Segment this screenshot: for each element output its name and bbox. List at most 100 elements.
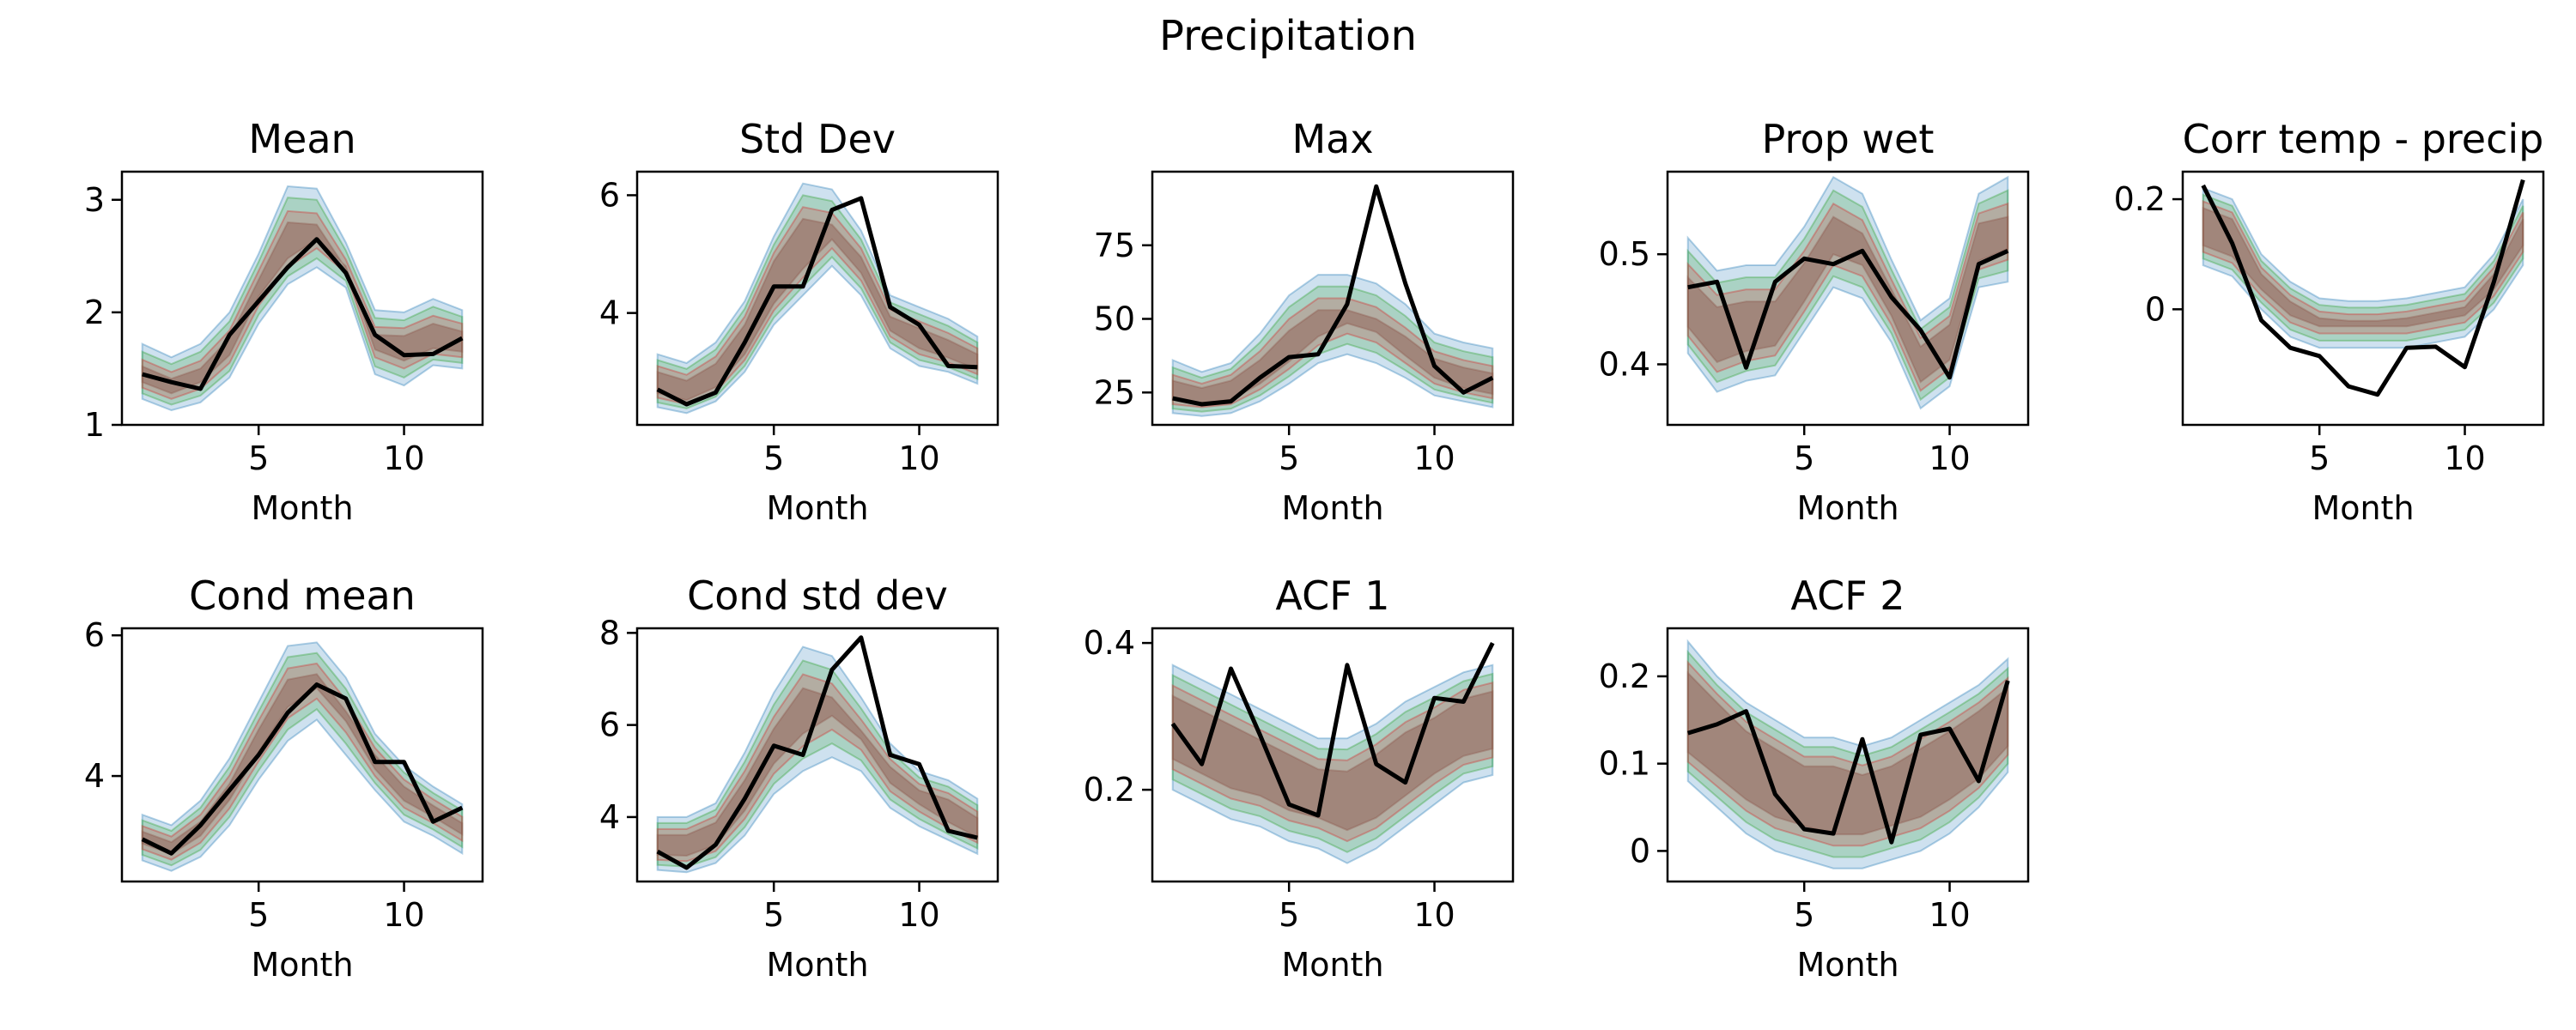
y-tick-label: 50 xyxy=(1094,300,1135,338)
y-tick-label: 6 xyxy=(84,616,105,654)
band-b80 xyxy=(1686,660,2009,847)
band-b80 xyxy=(141,662,464,861)
y-tick-label: 8 xyxy=(599,614,620,651)
axes-frame xyxy=(1151,627,1515,883)
band-b90 xyxy=(141,651,464,867)
x-axis-label: Month xyxy=(1281,946,1383,984)
y-tick-label: 75 xyxy=(1094,227,1135,264)
observed-line xyxy=(141,682,464,856)
y-tick-label: 1 xyxy=(84,406,105,444)
x-tick-label: 10 xyxy=(1929,439,1970,477)
x-tick-label: 5 xyxy=(248,896,269,934)
axes-frame xyxy=(635,170,999,427)
band-b80 xyxy=(1171,682,1494,843)
y-tick-label: 4 xyxy=(599,798,620,836)
figure-title: Precipitation xyxy=(1159,12,1417,60)
subplot-prop-wet: 5 10 0.4 0.5 Prop wet Month xyxy=(1599,116,2030,527)
observed-line xyxy=(656,196,978,407)
axes-frame xyxy=(120,170,484,427)
subplot-title: Cond mean xyxy=(189,573,416,619)
subplot-title: Std Dev xyxy=(739,116,896,162)
x-tick-label: 10 xyxy=(1929,896,1970,934)
observed-line xyxy=(2201,179,2525,397)
band-b50 xyxy=(1686,215,2009,384)
subplot-title: Corr temp - precip xyxy=(2183,116,2544,162)
subplot-cond-std-dev: 5 10 4 6 8 Cond std dev Month xyxy=(599,573,999,984)
axes-frame xyxy=(635,627,999,883)
x-tick-label: 10 xyxy=(383,439,424,477)
y-tick-label: 0.5 xyxy=(1599,235,1650,273)
x-tick-label: 5 xyxy=(248,439,269,477)
band-b90 xyxy=(656,659,979,868)
band-b80 xyxy=(1171,297,1494,409)
y-tick-label: 4 xyxy=(599,294,620,332)
band-b50 xyxy=(1171,309,1494,404)
x-axis-label: Month xyxy=(766,946,868,984)
subplot-title: Mean xyxy=(248,116,355,162)
x-tick-label: 5 xyxy=(2309,439,2330,477)
x-axis-label: Month xyxy=(251,489,353,527)
axes-frame xyxy=(1666,627,2030,883)
observed-line xyxy=(1687,248,2009,380)
y-tick-label: 0.4 xyxy=(1084,624,1135,662)
observed-line xyxy=(142,237,464,391)
observed-line xyxy=(656,635,978,870)
band-b80 xyxy=(656,673,979,863)
x-axis-label: Month xyxy=(2312,489,2414,527)
subplot-title: Cond std dev xyxy=(687,573,948,619)
x-tick-label: 5 xyxy=(1279,896,1299,934)
band-b90 xyxy=(1686,649,2009,858)
y-tick-label: 0 xyxy=(1630,832,1650,869)
y-tick-label: 6 xyxy=(599,706,620,744)
band-b50 xyxy=(2202,206,2524,328)
band-b95 xyxy=(656,645,979,874)
x-axis-label: Month xyxy=(1796,946,1899,984)
subplot-title: Prop wet xyxy=(1762,116,1935,162)
x-tick-label: 10 xyxy=(1413,439,1455,477)
x-tick-label: 10 xyxy=(898,896,939,934)
x-tick-label: 5 xyxy=(763,439,784,477)
subplot-title: Max xyxy=(1291,116,1373,162)
x-tick-label: 10 xyxy=(1413,896,1455,934)
axes-frame xyxy=(1151,170,1515,427)
x-tick-label: 5 xyxy=(763,896,784,934)
x-axis-label: Month xyxy=(766,489,868,527)
y-tick-label: 25 xyxy=(1094,373,1135,411)
y-tick-label: 0.1 xyxy=(1599,745,1650,783)
y-tick-label: 0.4 xyxy=(1599,345,1650,383)
band-b90 xyxy=(1686,189,2009,402)
subplot-cond-mean: 5 10 4 6 Cond mean Month xyxy=(84,573,484,984)
subplot-title: ACF 1 xyxy=(1275,573,1389,619)
x-tick-label: 10 xyxy=(2444,439,2485,477)
x-axis-label: Month xyxy=(251,946,353,984)
subplot-corr-temp-precip: 5 10 0 0.2 Corr temp - precip Month xyxy=(2114,116,2545,527)
x-tick-label: 5 xyxy=(1794,896,1814,934)
y-tick-label: 0 xyxy=(2145,290,2166,328)
x-tick-label: 10 xyxy=(898,439,939,477)
band-b50 xyxy=(141,673,464,856)
band-b95 xyxy=(2202,186,2524,349)
axes-frame xyxy=(120,627,484,883)
band-b90 xyxy=(1171,285,1494,413)
y-tick-label: 4 xyxy=(84,757,105,795)
x-tick-label: 10 xyxy=(383,896,424,934)
band-b50 xyxy=(1171,690,1494,832)
subplot-acf-1: 5 10 0.2 0.4 ACF 1 Month xyxy=(1084,573,1515,984)
band-b95 xyxy=(141,641,464,872)
x-tick-label: 5 xyxy=(1279,439,1299,477)
y-tick-label: 6 xyxy=(599,176,620,214)
y-tick-label: 2 xyxy=(84,294,105,331)
band-b90 xyxy=(2202,193,2524,342)
y-tick-label: 3 xyxy=(84,181,105,219)
axes-frame xyxy=(2181,170,2545,427)
band-b95 xyxy=(1686,175,2009,410)
y-tick-label: 0.2 xyxy=(1084,771,1135,809)
subplot-std-dev: 5 10 4 6 Std Dev Month xyxy=(599,116,999,527)
subplot-mean: 5 10 1 2 3 Mean Month xyxy=(84,116,484,527)
band-b95 xyxy=(141,185,464,412)
observed-line xyxy=(1170,641,1495,818)
band-b80 xyxy=(2202,200,2524,335)
y-tick-label: 0.2 xyxy=(1599,657,1650,695)
